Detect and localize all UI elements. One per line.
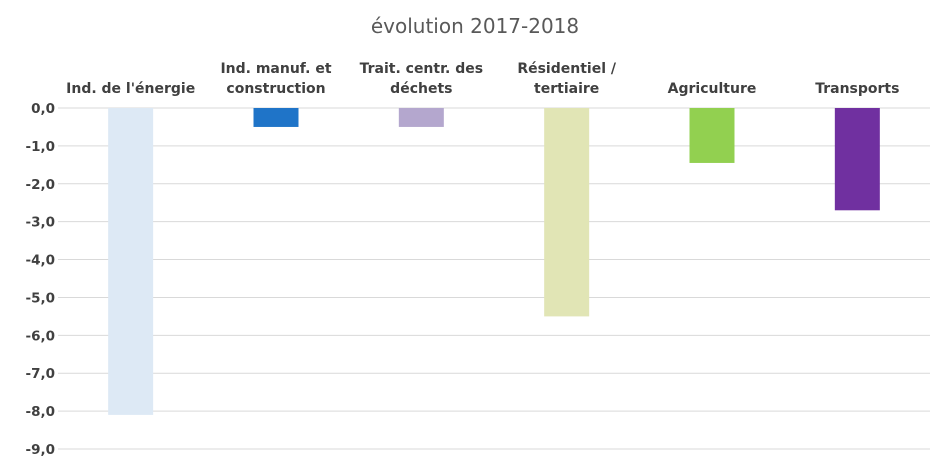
category-labels: Ind. de l'énergie Ind. manuf. et construct… bbox=[66, 61, 899, 97]
y-tick-label: -5,0 bbox=[25, 290, 55, 306]
bar bbox=[398, 108, 444, 127]
category-label: Agriculture bbox=[668, 81, 757, 97]
y-tick-label: -7,0 bbox=[25, 366, 55, 382]
category-label: Ind. de l'énergie bbox=[66, 81, 195, 97]
bar bbox=[253, 108, 299, 127]
y-axis-tick-labels: 0,0 -1,0 -2,0 -3,0 -4,0 -5,0 -6,0 -7,0 -8,0 -9,0 bbox=[25, 101, 55, 458]
category-label: Résidentiel / bbox=[517, 61, 617, 77]
category-label: construction bbox=[226, 81, 325, 97]
y-tick-label: -4,0 bbox=[25, 253, 55, 269]
category-label: Transports bbox=[815, 81, 899, 97]
category-label: Trait. centr. des bbox=[360, 61, 483, 77]
category-label: tertiaire bbox=[534, 81, 599, 97]
category-label: déchets bbox=[390, 81, 452, 97]
bar bbox=[834, 108, 880, 211]
bar bbox=[689, 108, 735, 163]
chart-title: évolution 2017-2018 bbox=[371, 14, 579, 38]
y-tick-label: -6,0 bbox=[25, 328, 55, 344]
bar bbox=[108, 108, 154, 415]
bar bbox=[544, 108, 590, 317]
category-label: Ind. manuf. et bbox=[220, 61, 331, 77]
gridlines bbox=[58, 107, 930, 450]
y-tick-label: -2,0 bbox=[25, 177, 55, 193]
y-tick-label: -3,0 bbox=[25, 215, 55, 231]
y-tick-label: -8,0 bbox=[25, 404, 55, 420]
y-tick-label: -9,0 bbox=[25, 442, 55, 458]
bars bbox=[108, 108, 880, 415]
y-tick-label: -1,0 bbox=[25, 139, 55, 155]
y-tick-label: 0,0 bbox=[31, 101, 55, 117]
